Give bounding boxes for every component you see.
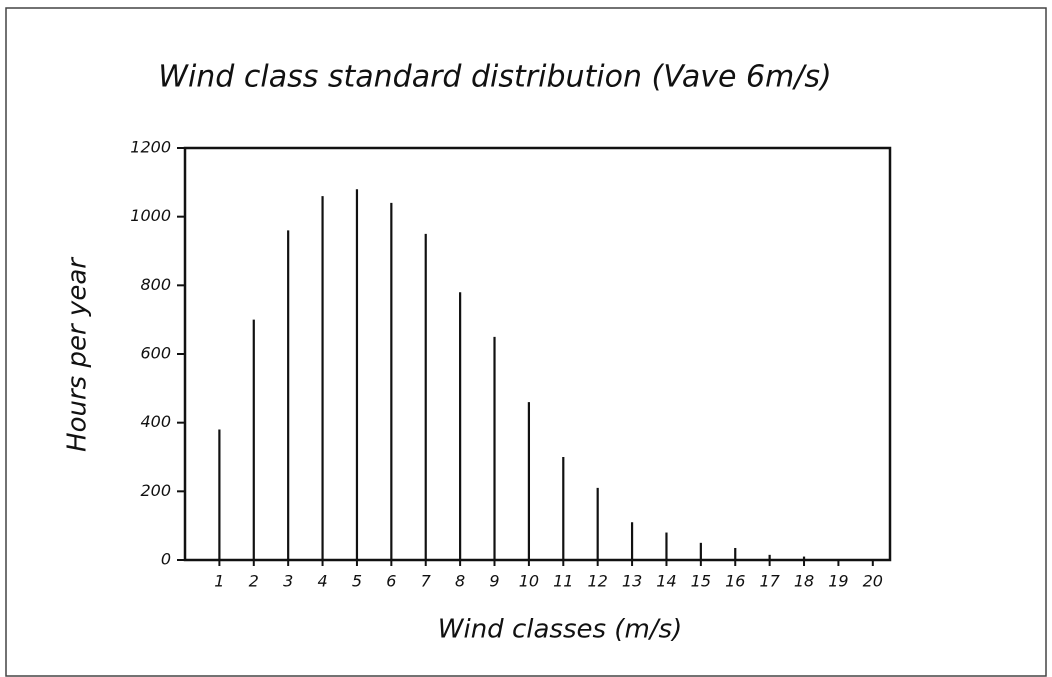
x-tick-label: 20 <box>863 572 883 591</box>
x-tick-label: 1 <box>214 572 224 591</box>
chart: Wind class standard distribution (Vave 6… <box>0 0 1052 677</box>
plot-frame <box>185 148 890 560</box>
chart-title: Wind class standard distribution (Vave 6… <box>158 60 831 95</box>
x-tick-label: 11 <box>553 572 573 591</box>
x-tick-label: 7 <box>421 572 432 591</box>
x-tick-label: 10 <box>519 572 539 591</box>
x-tick-label: 3 <box>283 572 293 591</box>
x-tick-label: 4 <box>317 572 327 591</box>
y-tick-label: 0 <box>161 550 171 569</box>
x-tick-label: 8 <box>455 572 465 591</box>
x-tick-label: 18 <box>794 572 814 591</box>
x-tick-label: 6 <box>386 572 396 591</box>
x-tick-label: 13 <box>622 572 642 591</box>
y-tick-label: 400 <box>140 412 171 431</box>
x-tick-label: 9 <box>489 572 499 591</box>
y-tick-label: 800 <box>140 275 171 294</box>
x-tick-label: 19 <box>828 572 848 591</box>
y-tick-label: 600 <box>140 344 171 363</box>
y-axis-label: Hours per year <box>63 256 93 452</box>
y-tick-label: 1200 <box>130 138 171 157</box>
x-tick-label: 14 <box>656 572 676 591</box>
page: {"chart_data": {"type": "stem", "title":… <box>0 0 1052 677</box>
y-tick-label: 200 <box>140 481 171 500</box>
y-tick-label: 1000 <box>130 206 171 225</box>
x-tick-label: 15 <box>691 572 711 591</box>
x-tick-label: 17 <box>759 572 780 591</box>
x-tick-label: 2 <box>249 572 259 591</box>
x-tick-label: 12 <box>588 572 608 591</box>
x-axis-label: Wind classes (m/s) <box>438 615 682 645</box>
x-tick-label: 5 <box>352 572 362 591</box>
x-tick-label: 16 <box>725 572 745 591</box>
